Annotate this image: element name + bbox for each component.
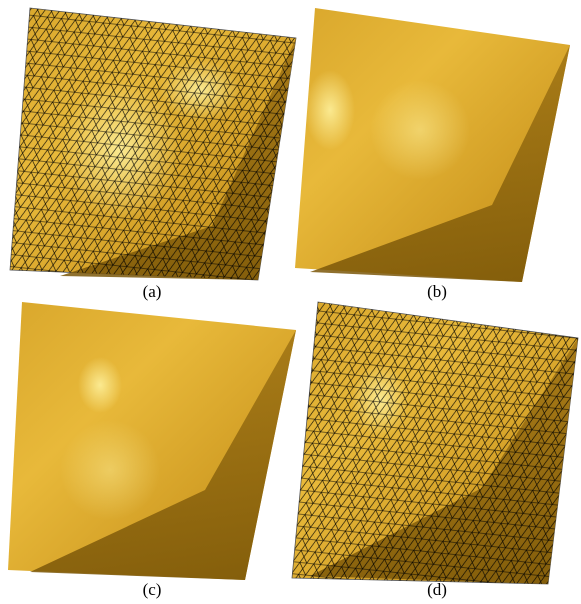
panel-a: (a) [9,7,297,301]
panel-label: (b) [427,282,447,301]
panel-d: (d) [291,301,579,599]
panel-c: (c) [8,302,296,599]
panel-label: (c) [143,580,162,599]
panel-label: (a) [143,282,162,301]
panel-b: (b) [295,8,570,301]
panel-label: (d) [427,580,447,599]
